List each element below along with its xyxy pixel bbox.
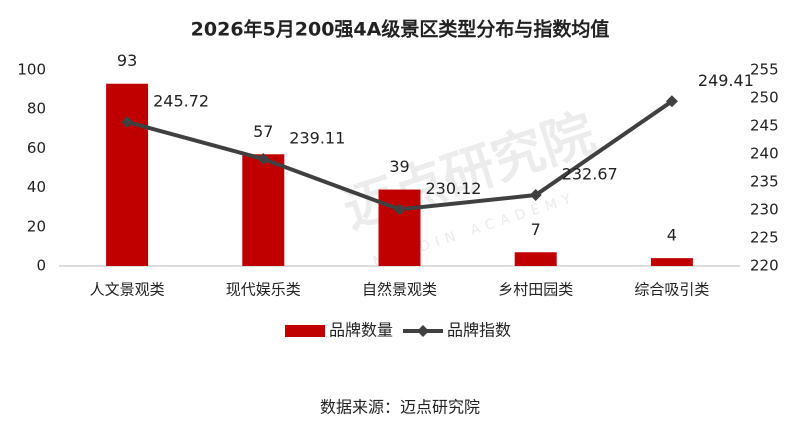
legend-swatch bbox=[417, 325, 429, 337]
y2-tick-label: 240 bbox=[750, 145, 779, 163]
y2-tick-label: 235 bbox=[750, 173, 779, 191]
data-label: 232.67 bbox=[562, 165, 618, 184]
marker bbox=[121, 115, 134, 128]
bar bbox=[242, 154, 285, 266]
y2-tick-label: 250 bbox=[750, 89, 779, 107]
y2-tick-label: 230 bbox=[750, 201, 779, 219]
marker bbox=[393, 203, 406, 216]
legend-label: 品牌数量 bbox=[329, 321, 393, 340]
marker bbox=[665, 95, 678, 108]
data-label: 249.41 bbox=[698, 71, 754, 90]
data-label: 39 bbox=[389, 157, 409, 176]
source-note: 数据来源：迈点研究院 bbox=[320, 398, 480, 417]
data-label: 93 bbox=[117, 51, 137, 70]
x-tick-label: 乡村田园类 bbox=[498, 281, 573, 299]
y-tick-label: 20 bbox=[27, 217, 46, 235]
data-label: 245.72 bbox=[153, 91, 209, 110]
x-tick-label: 自然景观类 bbox=[362, 281, 437, 299]
y-tick-label: 60 bbox=[27, 139, 46, 157]
bar bbox=[514, 252, 557, 266]
bar bbox=[106, 83, 149, 266]
bar bbox=[378, 189, 421, 266]
y2-tick-label: 245 bbox=[750, 117, 779, 135]
x-tick-label: 人文景观类 bbox=[90, 281, 165, 299]
y-tick-label: 40 bbox=[27, 178, 46, 196]
y2-tick-label: 225 bbox=[750, 229, 779, 247]
data-label: 239.11 bbox=[289, 128, 345, 147]
y-tick-label: 100 bbox=[17, 61, 46, 79]
x-tick-label: 综合吸引类 bbox=[634, 281, 709, 299]
data-label: 230.12 bbox=[426, 179, 482, 198]
marker bbox=[257, 152, 270, 165]
y2-tick-label: 220 bbox=[750, 257, 779, 275]
bar bbox=[650, 258, 693, 266]
x-tick-label: 现代娱乐类 bbox=[226, 281, 301, 299]
legend-swatch bbox=[285, 325, 325, 337]
data-label: 7 bbox=[531, 220, 541, 239]
marker bbox=[529, 189, 542, 202]
chart-title: 2026年5月200强4A级景区类型分布与指数均值 bbox=[191, 18, 610, 41]
y2-tick-label: 255 bbox=[750, 61, 779, 79]
data-label: 57 bbox=[253, 122, 273, 141]
data-label: 4 bbox=[667, 226, 677, 245]
y-tick-label: 0 bbox=[36, 257, 46, 275]
y-tick-label: 80 bbox=[27, 100, 46, 118]
legend-label: 品牌指数 bbox=[447, 321, 511, 340]
